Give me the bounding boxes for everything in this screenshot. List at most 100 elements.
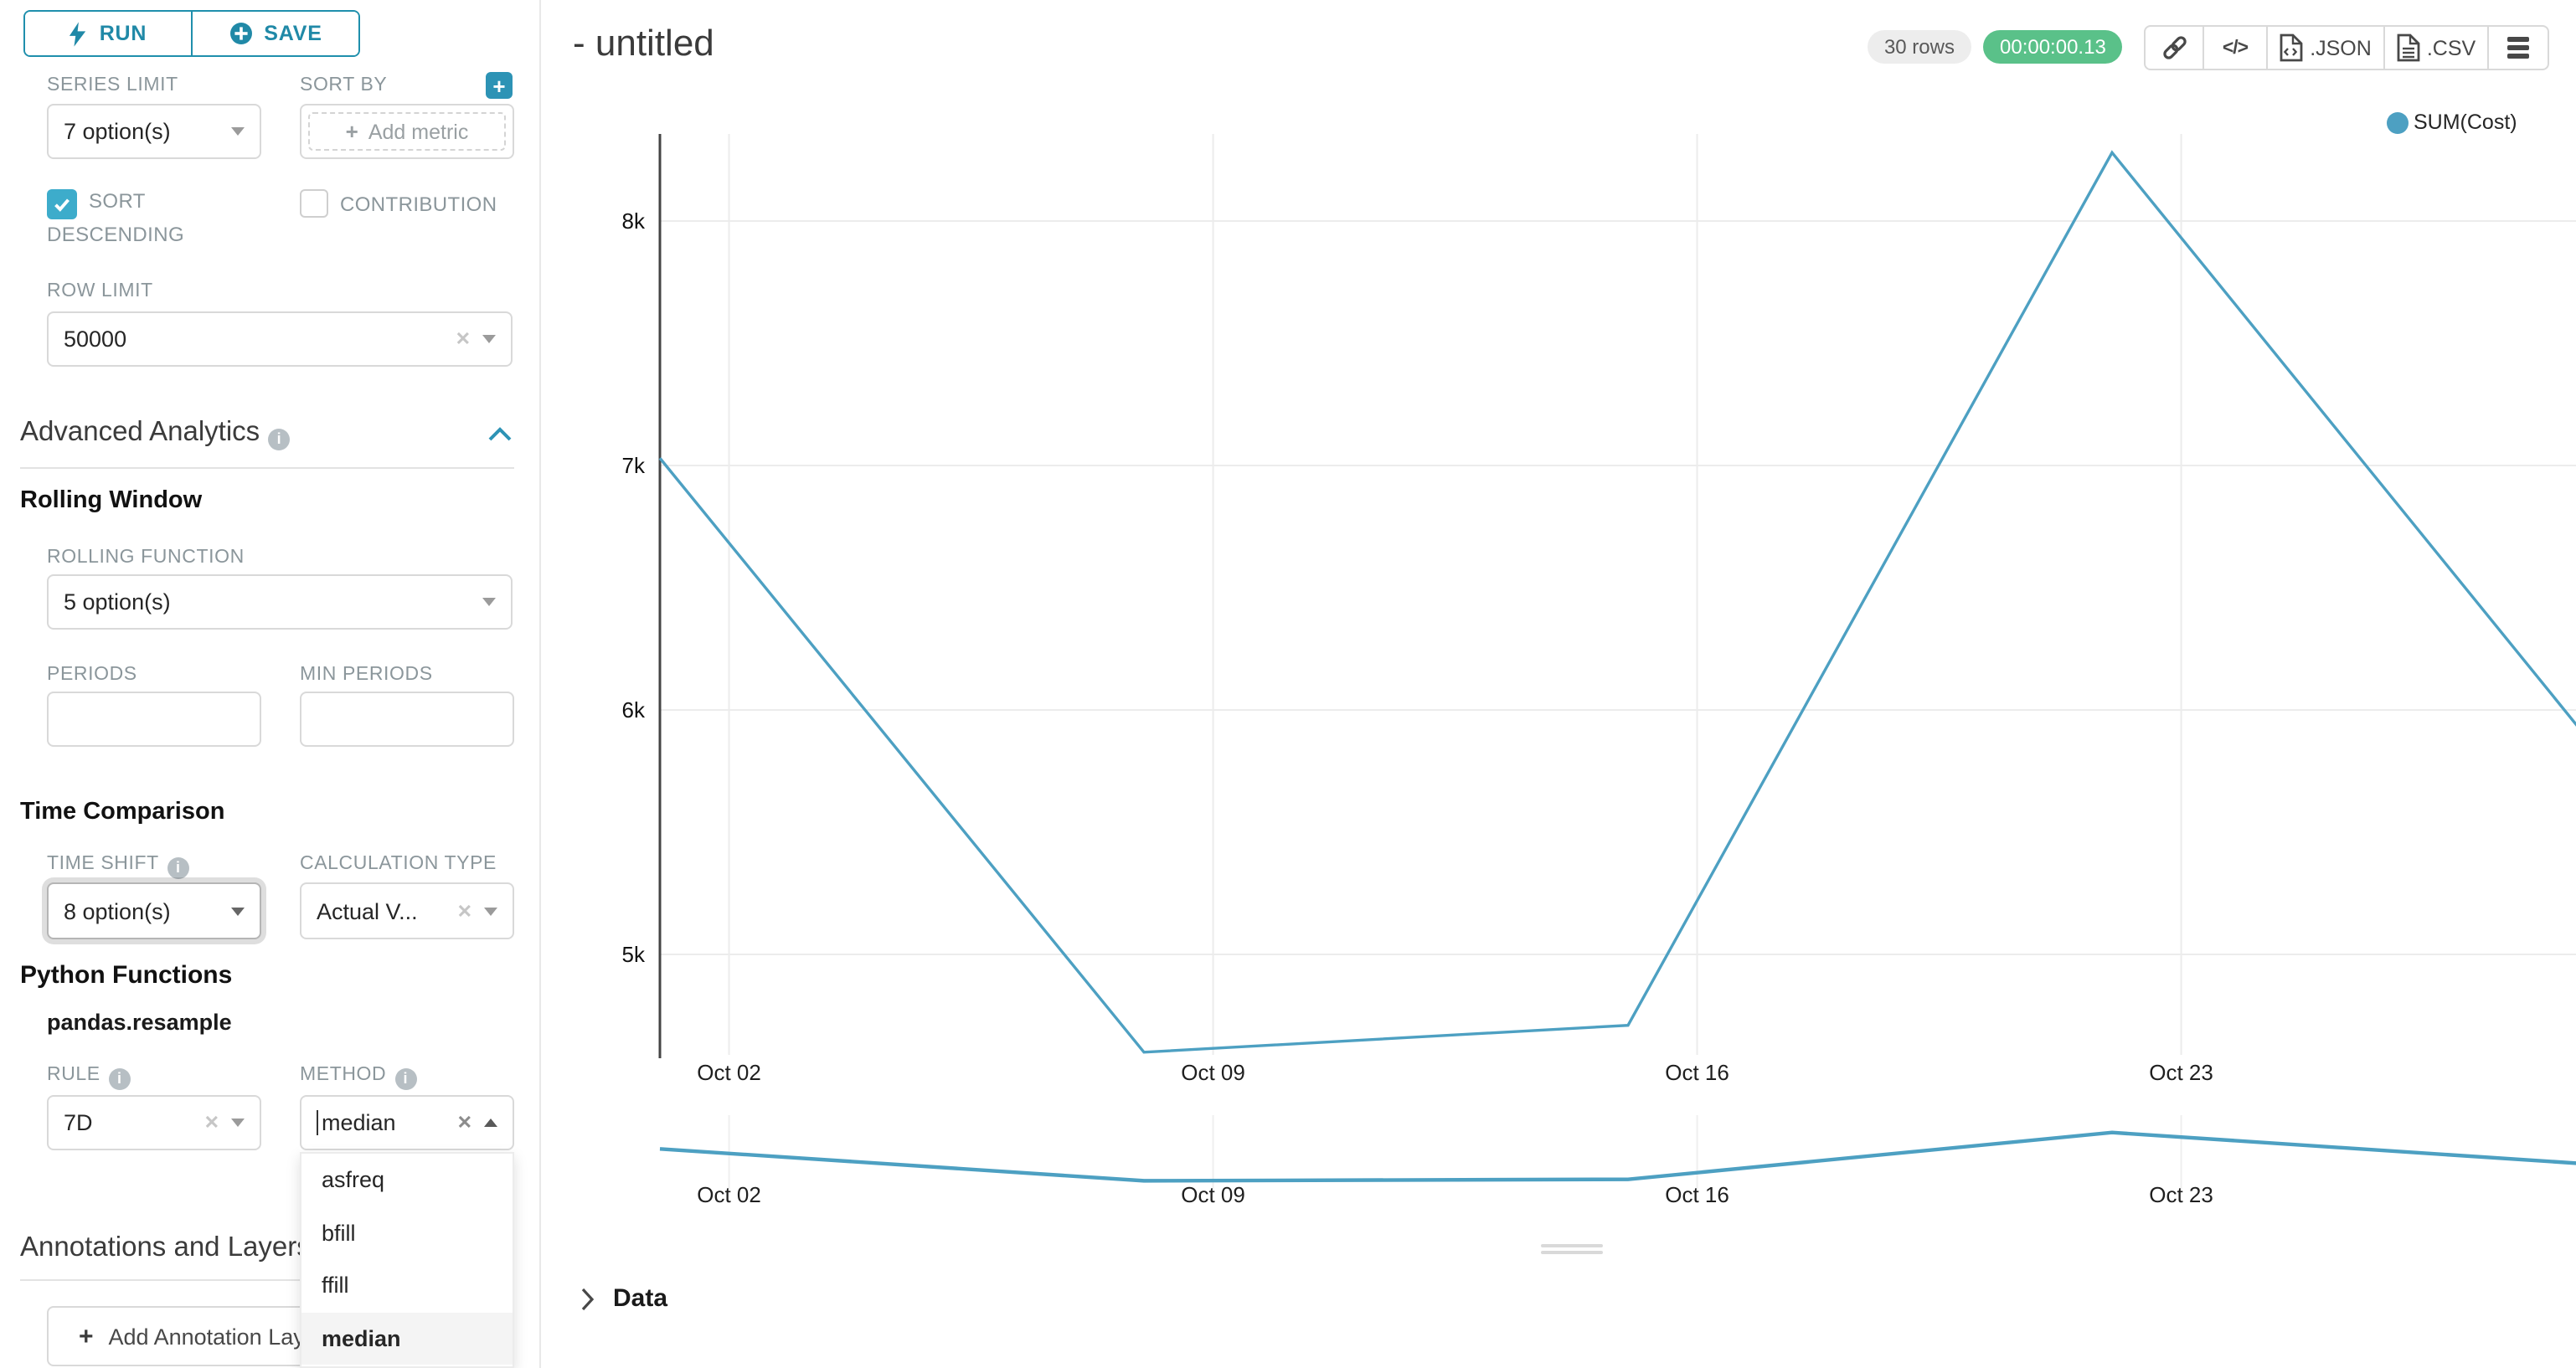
contribution-label: CONTRIBUTION — [340, 193, 497, 216]
contribution-checkbox[interactable] — [300, 189, 328, 218]
clear-icon[interactable]: ✕ — [455, 330, 471, 350]
plus-circle-icon — [229, 23, 252, 44]
check-icon — [54, 198, 70, 212]
legend-dot-icon — [2387, 111, 2409, 133]
chevron-down-icon — [231, 127, 245, 136]
chevron-up-icon[interactable] — [487, 427, 513, 442]
y-tick-label: 5k — [622, 942, 646, 967]
dropdown-option[interactable]: asfreq — [322, 1167, 385, 1192]
clear-icon[interactable]: ✕ — [204, 1113, 219, 1134]
export-csv-button[interactable]: .CSV — [2383, 25, 2489, 70]
sort-by-label: SORT BY — [300, 75, 388, 95]
time-comparison-heading: Time Comparison — [20, 799, 225, 825]
info-icon: i — [268, 428, 291, 450]
min-periods-label: MIN PERIODS — [300, 665, 433, 685]
row-limit-value: 50000 — [64, 327, 127, 352]
resize-drag-handle[interactable] — [1541, 1244, 1603, 1254]
view-query-button[interactable]: </> — [2202, 25, 2268, 70]
export-json-button[interactable]: .JSON — [2266, 25, 2385, 70]
preview-line[interactable] — [659, 1130, 2576, 1183]
series-limit-label: SERIES LIMIT — [47, 75, 178, 95]
add-sort-button[interactable]: + — [486, 72, 513, 99]
preview-x-tick-label: Oct 23 — [2149, 1182, 2213, 1207]
add-metric-label: Add metric — [368, 120, 469, 143]
method-select[interactable]: median ✕ — [300, 1095, 514, 1150]
info-icon: i — [167, 856, 189, 878]
share-link-button[interactable] — [2144, 25, 2204, 70]
series-limit-select[interactable]: 7 option(s) — [47, 104, 261, 159]
chevron-down-icon — [484, 907, 497, 915]
file-text-icon — [2397, 33, 2420, 62]
dropdown-option[interactable]: ffill — [322, 1273, 349, 1298]
series-line — [658, 150, 2576, 1054]
export-json-label: .JSON — [2310, 36, 2372, 59]
chart-title: - untitled — [573, 22, 714, 64]
rolling-function-value: 5 option(s) — [64, 589, 171, 615]
run-button[interactable]: RUN — [25, 12, 191, 55]
calculation-type-select[interactable]: Actual V... ✕ — [300, 882, 514, 939]
x-tick-label: Oct 23 — [2149, 1060, 2213, 1085]
sort-by-select[interactable]: + Add metric — [300, 104, 514, 159]
lightning-icon — [70, 21, 86, 46]
add-metric-button[interactable]: + Add metric — [308, 112, 506, 151]
rolling-function-label: ROLLING FUNCTION — [47, 548, 245, 568]
rule-select[interactable]: 7D ✕ — [47, 1095, 261, 1150]
info-icon: i — [108, 1067, 131, 1089]
section-divider — [20, 467, 514, 469]
dropdown-option[interactable]: bfill — [322, 1220, 356, 1245]
preview-x-tick-label: Oct 09 — [1181, 1182, 1245, 1207]
chart-svg: 5k 6k 7k 8k Oct 02 Oct 02 Oct 09 Oct 09 Oct 16 Oc… — [622, 134, 2576, 1207]
time-shift-select[interactable]: 8 option(s) — [47, 882, 261, 939]
legend-series-name: SUM(Cost) — [2414, 111, 2517, 134]
calculation-type-label: CALCULATION TYPE — [300, 854, 497, 874]
text-cursor — [317, 1110, 318, 1135]
rows-count-badge: 30 rows — [1867, 30, 1971, 64]
x-tick-label: Oct 02 — [697, 1060, 761, 1085]
clear-icon[interactable]: ✕ — [456, 902, 472, 922]
menu-icon — [2507, 37, 2529, 59]
series-limit-value: 7 option(s) — [64, 119, 171, 144]
chevron-down-icon — [482, 598, 496, 606]
link-icon — [2162, 36, 2186, 59]
export-csv-label: .CSV — [2426, 36, 2476, 59]
y-tick-label: 8k — [622, 208, 646, 234]
periods-input[interactable] — [47, 692, 261, 747]
chart-menu-button[interactable] — [2487, 25, 2549, 70]
time-shift-value: 8 option(s) — [64, 898, 171, 923]
rolling-function-select[interactable]: 5 option(s) — [47, 574, 513, 630]
chart-legend[interactable]: SUM(Cost) — [2387, 111, 2517, 134]
add-annotation-label: Add Annotation Layer — [108, 1324, 325, 1349]
chevron-down-icon — [231, 907, 245, 915]
run-save-button-group: RUN SAVE — [23, 10, 360, 57]
annotations-heading: Annotations and Layers — [20, 1232, 311, 1263]
save-button[interactable]: SAVE — [191, 12, 358, 55]
chevron-right-icon — [581, 1287, 595, 1310]
time-shift-label: TIME SHIFT i — [47, 854, 189, 878]
data-panel-toggle[interactable]: Data — [581, 1284, 667, 1313]
data-panel-title: Data — [613, 1284, 668, 1313]
rule-label: RULE i — [47, 1065, 131, 1089]
calculation-type-value: Actual V... — [317, 898, 418, 923]
contribution-control: CONTRIBUTION — [300, 189, 497, 219]
python-functions-heading: Python Functions — [20, 961, 233, 990]
advanced-analytics-heading: Advanced Analytics i — [20, 417, 291, 450]
run-button-label: RUN — [99, 22, 147, 45]
min-periods-input[interactable] — [300, 692, 514, 747]
row-limit-select[interactable]: 50000 ✕ — [47, 311, 513, 367]
chevron-down-icon — [231, 1119, 245, 1127]
preview-x-tick-label: Oct 02 — [697, 1182, 761, 1207]
chart-actions-toolbar: </> .JSON .CSV — [2144, 25, 2549, 70]
save-button-label: SAVE — [264, 22, 322, 45]
sort-descending-checkbox[interactable] — [47, 189, 77, 219]
sort-descending-control: SORT DESCENDING — [47, 186, 278, 249]
query-duration-badge: 00:00:00.13 — [1983, 30, 2123, 64]
y-tick-label: 6k — [622, 697, 646, 723]
dropdown-option[interactable]: median — [301, 1312, 513, 1365]
control-panel: RUN SAVE + SERIES LIMIT SORT BY 7 option… — [0, 0, 541, 1368]
periods-label: PERIODS — [47, 665, 137, 685]
section-divider — [20, 1279, 514, 1281]
method-label: METHOD i — [300, 1065, 417, 1089]
clear-icon[interactable]: ✕ — [456, 1113, 472, 1134]
preview-x-tick-label: Oct 16 — [1665, 1182, 1729, 1207]
